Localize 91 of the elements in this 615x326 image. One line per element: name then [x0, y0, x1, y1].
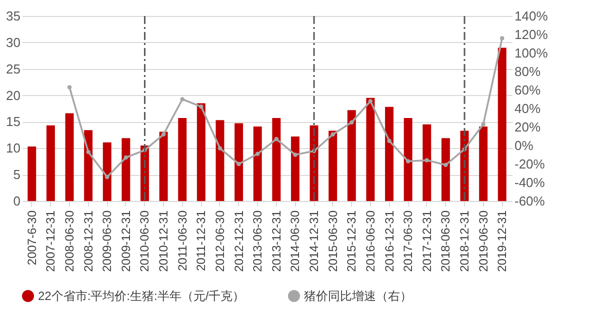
point	[444, 162, 448, 168]
y-tick-label: 20	[6, 88, 20, 103]
point	[104, 174, 110, 180]
x-tick-label: 2019-12-31	[495, 210, 510, 272]
point	[500, 36, 504, 40]
y-tick-label: 35	[6, 8, 20, 24]
bar	[385, 106, 394, 201]
y2-tick-label: 60%	[514, 82, 541, 98]
x-tick-label: 2010-12-31	[156, 210, 171, 272]
x-tick-label: 2007-6-30	[24, 210, 39, 266]
y2-tick-label: 100%	[514, 46, 548, 60]
x-tick-label: 2015-06-30	[326, 210, 340, 272]
x-tick-label: 2014-12-31	[307, 210, 322, 272]
point	[424, 158, 430, 162]
bar	[102, 142, 112, 201]
x-tick-label: 2017-12-31	[420, 210, 434, 272]
y-tick-label: 10	[6, 140, 20, 156]
point	[387, 138, 392, 143]
x-tick-label: 2018-12-31	[458, 210, 472, 272]
x-tick-label: 2013-06-30	[250, 210, 265, 272]
point	[236, 162, 241, 166]
point	[350, 120, 354, 124]
point	[67, 85, 72, 90]
x-tick-label: 2014-06-30	[288, 210, 302, 272]
y2-tick-label: 0%	[514, 138, 534, 153]
point	[368, 98, 373, 104]
point	[255, 152, 260, 156]
bar	[272, 118, 281, 201]
bar	[347, 110, 356, 201]
point	[86, 150, 90, 154]
x-tick-label: 2018-06-30	[438, 210, 453, 272]
y2-tick-label: 20%	[514, 120, 541, 134]
x-tick-label: 2017-06-30	[401, 210, 416, 272]
y2-tick-label: 120%	[514, 27, 548, 42]
x-tick-label: 2009-06-30	[100, 210, 114, 272]
x-tick-label: 2011-12-31	[194, 210, 208, 271]
point	[199, 104, 204, 109]
x-tick-label: 2013-12-31	[269, 210, 284, 272]
point	[330, 132, 335, 137]
bar	[234, 123, 244, 201]
point	[124, 155, 128, 160]
bar	[159, 132, 168, 201]
bar	[196, 103, 206, 201]
bar	[46, 125, 55, 201]
point	[481, 122, 486, 126]
bar	[290, 136, 300, 201]
y-tick-label: 5	[13, 167, 20, 182]
x-tick-label: 2011-06-30	[175, 210, 190, 271]
point	[293, 152, 298, 157]
point	[218, 146, 222, 150]
x-tick-label: 2019-06-30	[476, 210, 490, 272]
bar	[366, 98, 375, 201]
bar	[28, 146, 36, 201]
x-tick-label: 2008-06-30	[62, 210, 76, 272]
y2-tick-label: 80%	[514, 64, 541, 79]
x-tick-label: 2007-12-31	[44, 210, 58, 272]
point	[274, 136, 279, 142]
x-tick-label: 2009-12-31	[118, 210, 133, 272]
y2-tick-label: -40%	[514, 175, 546, 190]
bar	[404, 118, 412, 201]
x-tick-label: 2016-12-31	[382, 210, 396, 272]
bar	[216, 120, 224, 201]
x-tick-label: 2008-12-31	[81, 210, 96, 272]
bar	[84, 130, 93, 201]
bar	[498, 48, 506, 201]
y-tick-label: 15	[6, 114, 20, 130]
y2-tick-label: -60%	[514, 194, 546, 208]
point	[180, 97, 184, 102]
bar	[122, 138, 130, 201]
bar	[441, 138, 450, 201]
y2-tick-label: 140%	[514, 8, 548, 24]
bar	[253, 126, 262, 201]
x-tick-label: 2015-12-31	[344, 210, 359, 272]
x-tick-label: 2012-12-31	[232, 210, 246, 272]
legend-label: 猪价同比增速（右）	[304, 289, 412, 303]
x-tick-label: 2010-06-30	[138, 210, 152, 272]
legend-label: 22个省市:平均价:生猪:半年（元/千克）	[38, 289, 245, 303]
bar	[178, 118, 187, 201]
y2-tick-label: 40%	[514, 101, 541, 116]
bar	[328, 130, 338, 201]
point	[406, 159, 410, 164]
y2-tick-label: -20%	[514, 156, 546, 172]
point	[161, 132, 166, 137]
bar	[65, 113, 74, 201]
bar	[479, 126, 488, 201]
y-tick-label: 30	[6, 34, 20, 50]
x-tick-label: 2016-06-30	[363, 210, 378, 272]
y-tick-label: 0	[13, 194, 20, 208]
x-tick-label: 2012-06-30	[212, 210, 227, 272]
y-tick-label: 25	[6, 61, 20, 76]
bar	[422, 124, 432, 201]
